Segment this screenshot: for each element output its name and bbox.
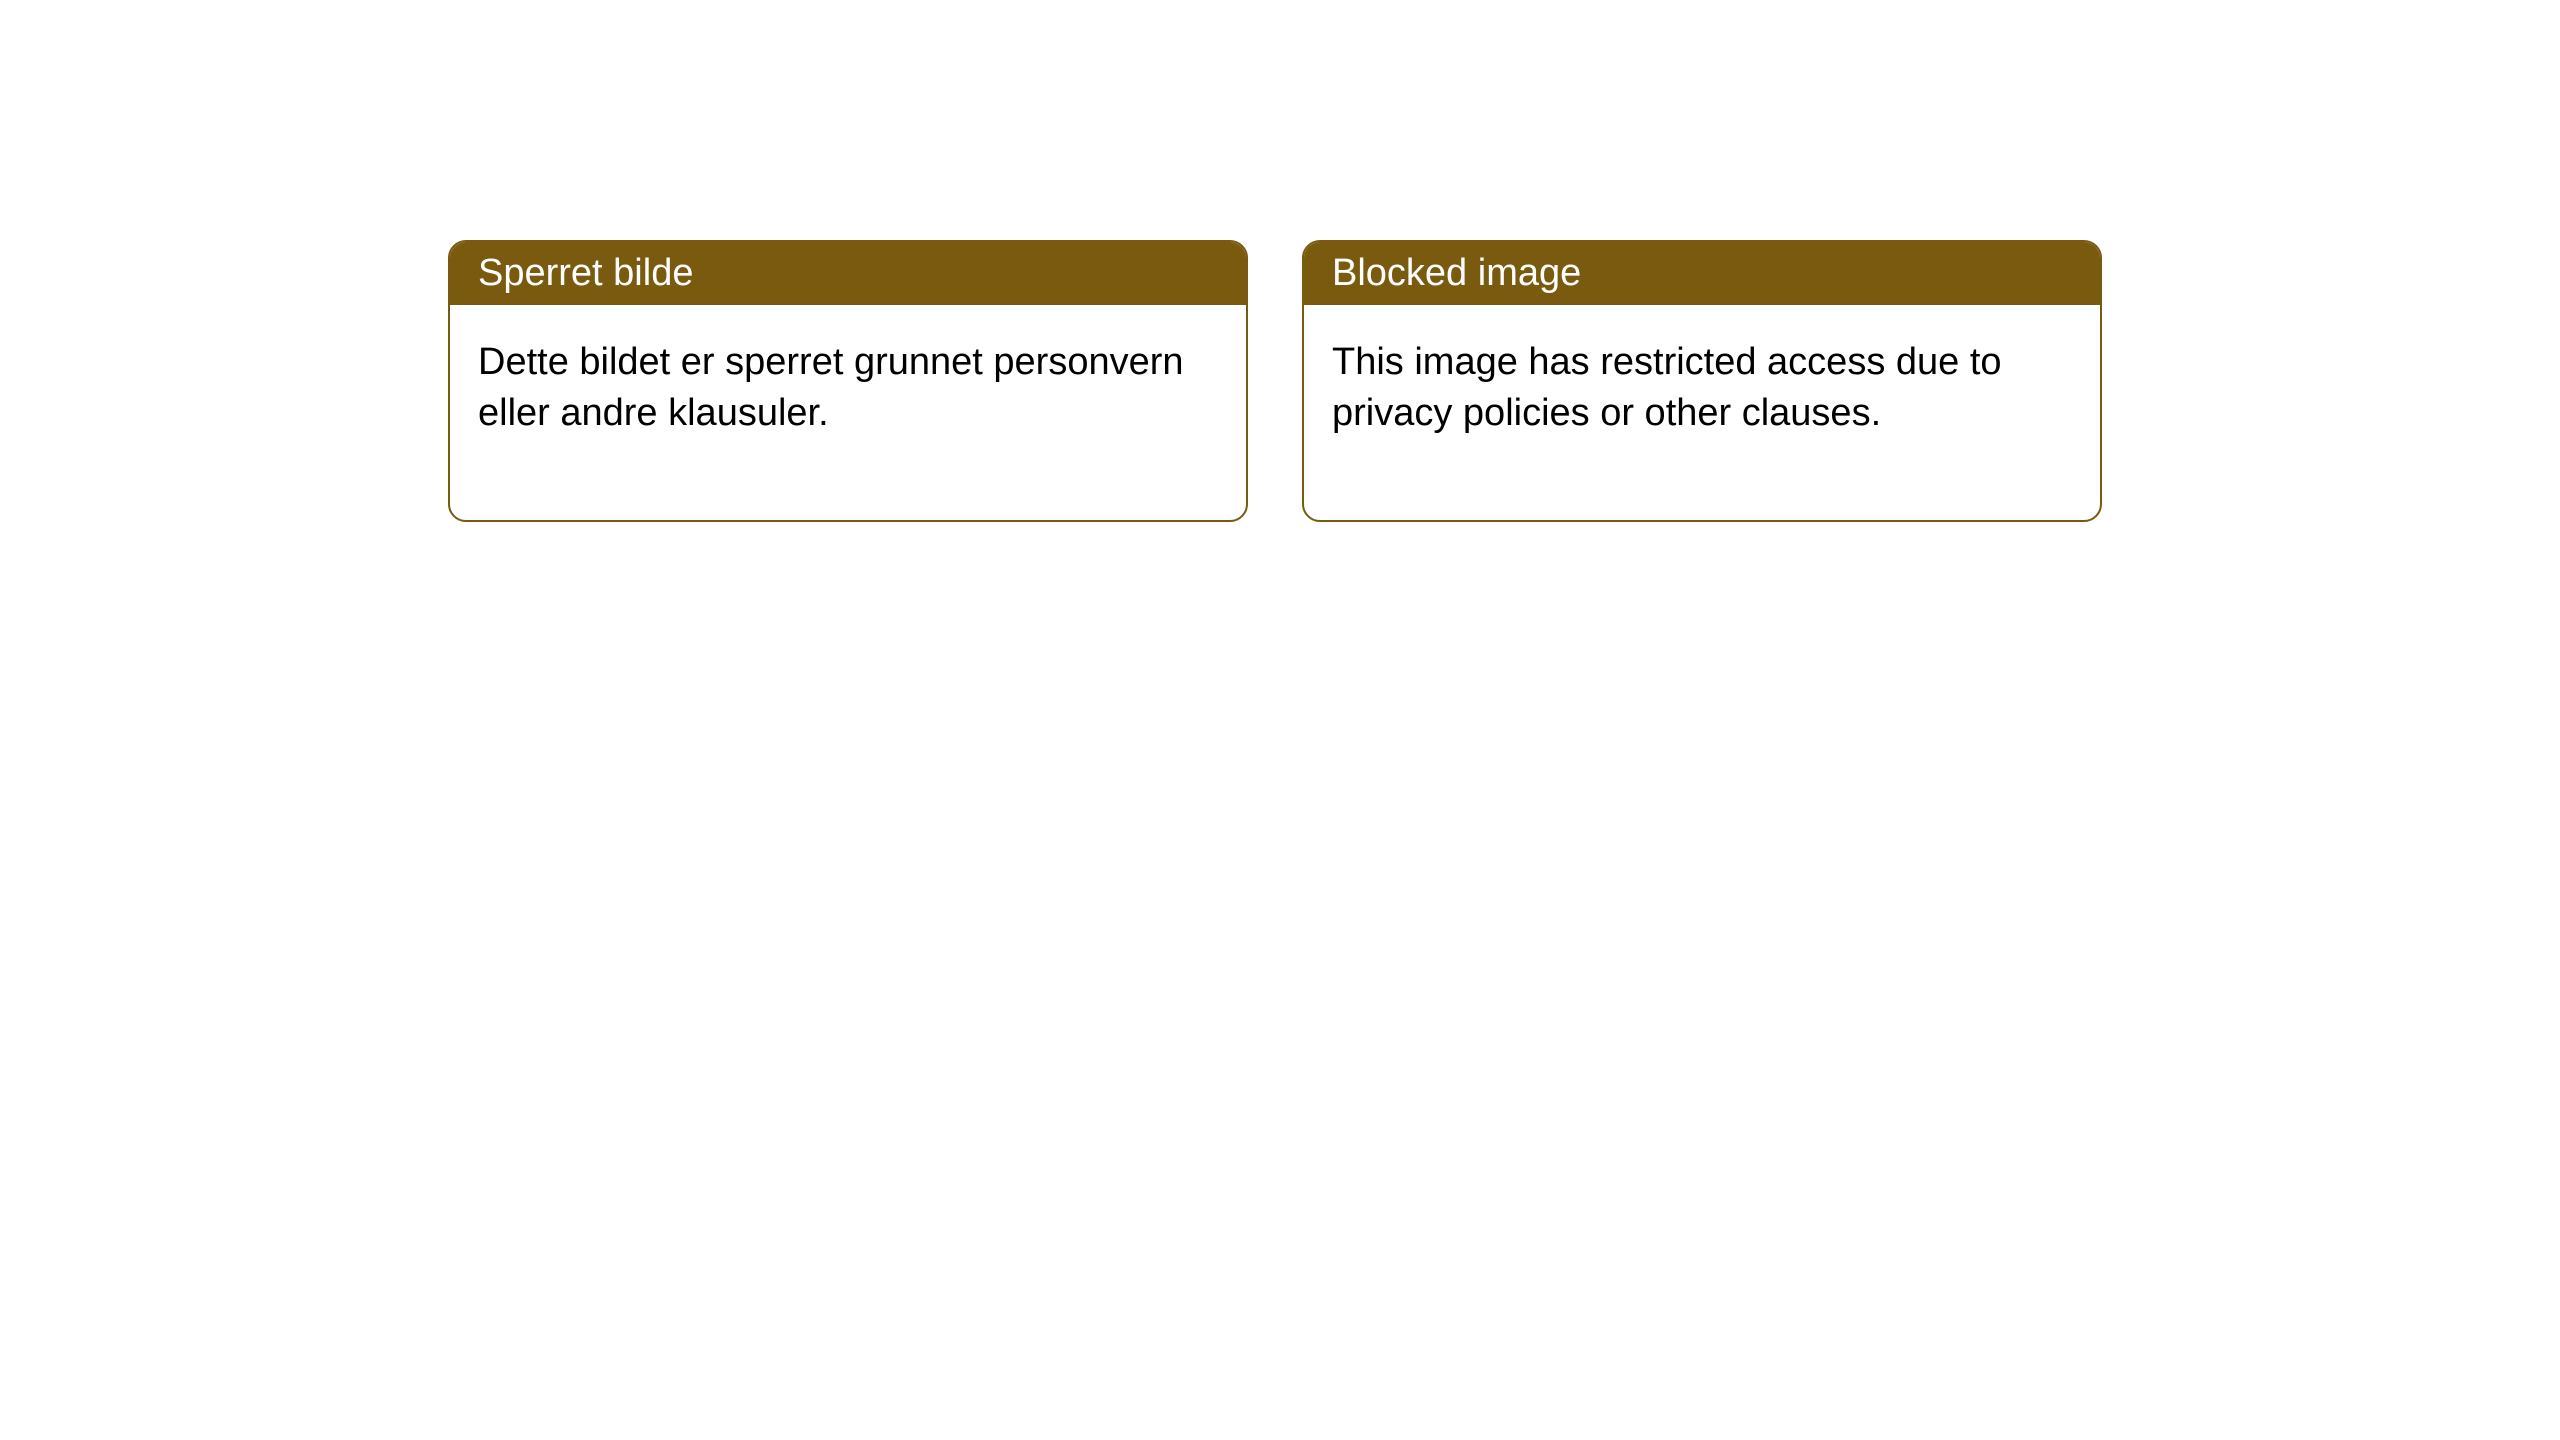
notice-container: Sperret bilde Dette bildet er sperret gr… xyxy=(448,240,2102,522)
notice-card-body-en: This image has restricted access due to … xyxy=(1304,305,2100,520)
notice-body-en: This image has restricted access due to … xyxy=(1332,341,2002,434)
notice-body-no: Dette bildet er sperret grunnet personve… xyxy=(478,341,1184,434)
notice-card-header-no: Sperret bilde xyxy=(450,242,1246,305)
notice-title-no: Sperret bilde xyxy=(478,252,693,294)
notice-card-header-en: Blocked image xyxy=(1304,242,2100,305)
notice-card-no: Sperret bilde Dette bildet er sperret gr… xyxy=(448,240,1248,522)
notice-card-body-no: Dette bildet er sperret grunnet personve… xyxy=(450,305,1246,520)
notice-title-en: Blocked image xyxy=(1332,252,1581,294)
notice-card-en: Blocked image This image has restricted … xyxy=(1302,240,2102,522)
